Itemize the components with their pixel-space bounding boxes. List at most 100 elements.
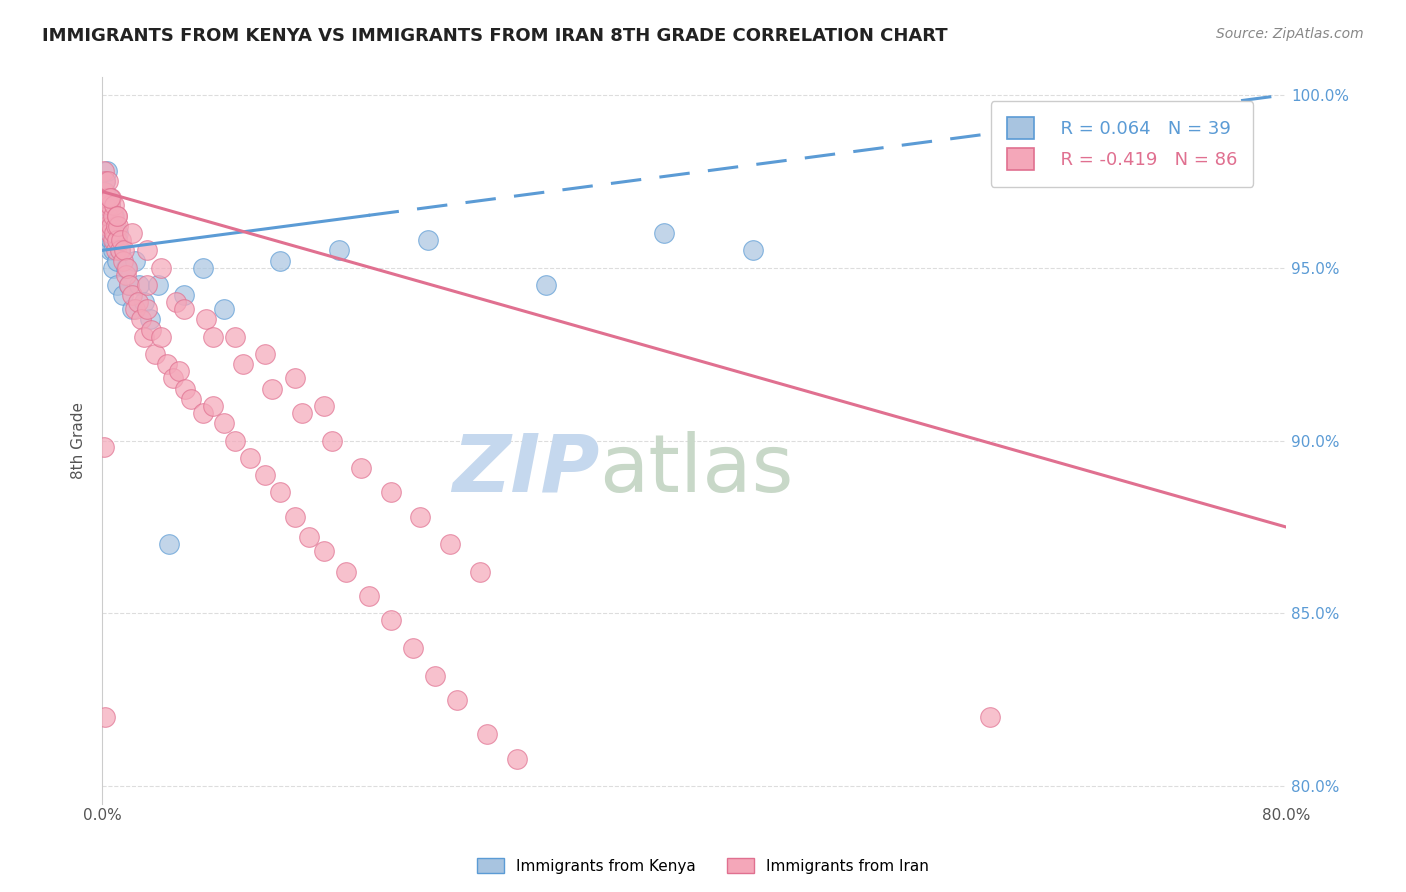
Point [224, 434, 246, 448]
Point [94, 174, 117, 188]
Point [468, 565, 491, 579]
Point [127, 295, 149, 310]
Point [135, 244, 157, 258]
Point [108, 244, 131, 258]
Point [202, 330, 225, 344]
Point [128, 277, 150, 292]
Point [104, 219, 127, 234]
Point [423, 668, 446, 682]
Point [269, 253, 291, 268]
Point [232, 358, 254, 372]
Point [101, 209, 124, 223]
Point [100, 191, 122, 205]
Point [98, 226, 121, 240]
Point [167, 364, 190, 378]
Point [97, 209, 120, 223]
Point [654, 226, 676, 240]
Point [94, 710, 117, 724]
Point [262, 382, 284, 396]
Point [117, 260, 139, 275]
Point [165, 295, 187, 310]
Point [110, 233, 132, 247]
Point [94, 198, 117, 212]
Point [298, 530, 321, 544]
Point [115, 260, 138, 275]
Point [135, 277, 157, 292]
Point [104, 244, 127, 258]
Point [111, 253, 134, 268]
Point [139, 323, 162, 337]
Point [118, 277, 141, 292]
Point [121, 302, 143, 317]
Point [96, 163, 118, 178]
Y-axis label: 8th Grade: 8th Grade [72, 402, 86, 479]
Point [103, 226, 125, 240]
Point [439, 537, 461, 551]
Point [314, 399, 336, 413]
Point [150, 330, 173, 344]
Point [157, 537, 180, 551]
Point [105, 209, 128, 223]
Point [100, 219, 122, 234]
Point [96, 191, 118, 205]
Point [97, 174, 120, 188]
Point [357, 589, 380, 603]
Point [328, 244, 350, 258]
Point [129, 312, 152, 326]
Point [124, 302, 146, 317]
Point [105, 277, 128, 292]
Point [269, 485, 291, 500]
Point [446, 693, 468, 707]
Point [138, 312, 160, 326]
Point [409, 509, 432, 524]
Point [132, 330, 155, 344]
Legend:   R = 0.064   N = 39,   R = -0.419   N = 86: R = 0.064 N = 39, R = -0.419 N = 86 [991, 101, 1253, 186]
Point [321, 434, 343, 448]
Point [475, 727, 498, 741]
Point [94, 174, 117, 188]
Point [103, 233, 125, 247]
Point [335, 565, 357, 579]
Point [174, 382, 197, 396]
Point [173, 302, 195, 317]
Legend: Immigrants from Kenya, Immigrants from Iran: Immigrants from Kenya, Immigrants from I… [471, 852, 935, 880]
Point [350, 461, 373, 475]
Point [94, 185, 117, 199]
Point [98, 198, 121, 212]
Point [93, 185, 115, 199]
Point [118, 277, 141, 292]
Point [380, 613, 402, 627]
Point [742, 244, 765, 258]
Point [505, 752, 527, 766]
Point [105, 253, 128, 268]
Text: Source: ZipAtlas.com: Source: ZipAtlas.com [1216, 27, 1364, 41]
Point [100, 219, 122, 234]
Point [93, 441, 115, 455]
Point [150, 260, 173, 275]
Point [108, 244, 131, 258]
Point [202, 399, 225, 413]
Point [253, 468, 276, 483]
Point [98, 191, 121, 205]
Point [101, 244, 124, 258]
Point [105, 233, 128, 247]
Point [162, 371, 184, 385]
Point [115, 268, 138, 282]
Point [284, 371, 307, 385]
Point [194, 312, 217, 326]
Point [105, 209, 128, 223]
Point [979, 710, 1001, 724]
Point [93, 198, 115, 212]
Point [93, 163, 115, 178]
Point [239, 450, 262, 465]
Point [96, 209, 118, 223]
Point [191, 406, 214, 420]
Point [402, 640, 425, 655]
Point [284, 509, 307, 524]
Point [100, 233, 122, 247]
Point [380, 485, 402, 500]
Point [253, 347, 276, 361]
Point [191, 260, 214, 275]
Point [180, 392, 202, 406]
Point [145, 347, 167, 361]
